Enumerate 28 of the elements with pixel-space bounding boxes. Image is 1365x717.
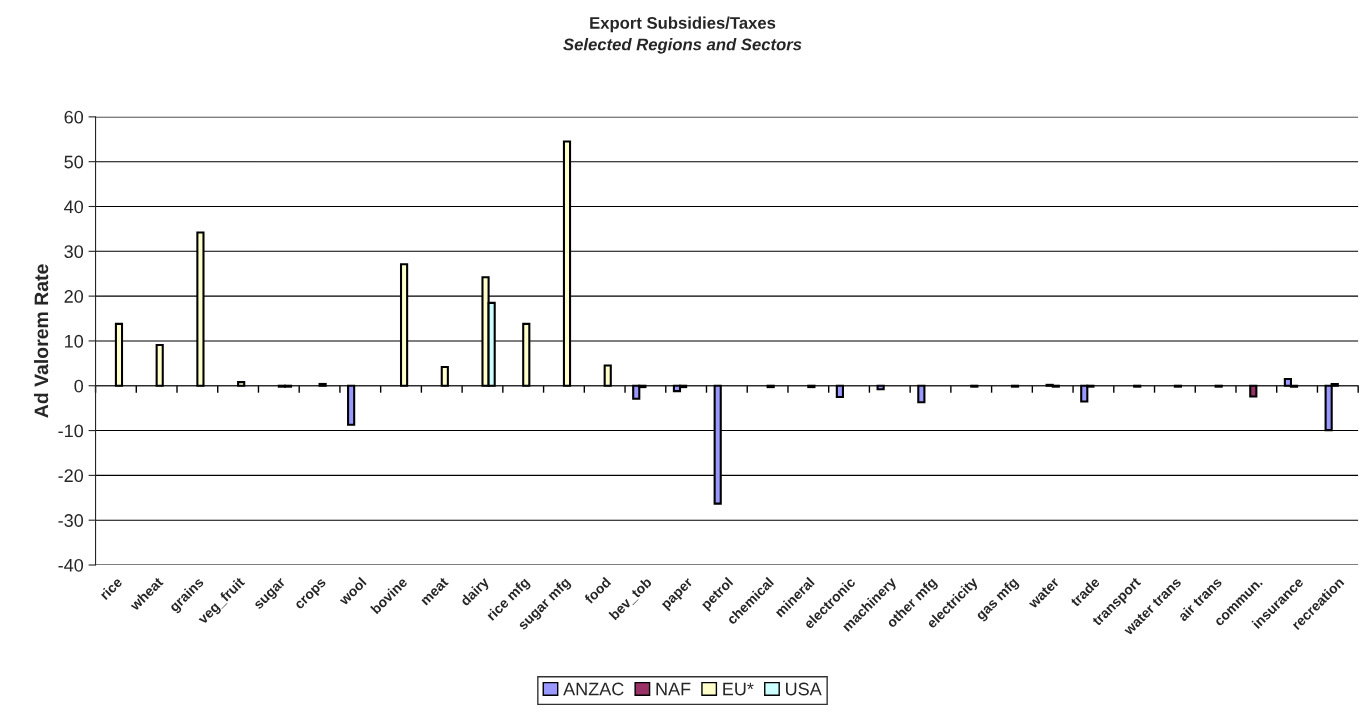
bar [1249,384,1258,398]
legend-label: EU* [723,682,754,696]
y-tick-label: 0 [74,379,84,393]
chart-subtitle: Selected Regions and Sectors [563,38,802,54]
y-tick-label: -10 [58,424,84,438]
y-tick-label: -20 [58,469,84,483]
bar [155,343,164,387]
bar [876,384,885,391]
y-axis-title: Ad Valorem Rate [33,264,49,418]
x-tick-label: rice [99,576,123,601]
bar [237,381,246,387]
y-tick-label: 10 [65,334,84,348]
y-tick-label: -40 [58,558,84,572]
legend-label: USA [786,682,822,696]
bar [347,384,356,426]
bar [440,365,449,387]
legend-label: ANZAC [563,682,624,696]
y-tick-label: 30 [64,245,84,259]
y-tick-label: -30 [58,514,84,527]
bar [917,384,926,404]
bar [835,384,844,398]
chart-title: Export Subsidies/Taxes [590,16,776,33]
bar [603,364,612,387]
y-tick-label: 60 [64,110,84,124]
y-tick-label: 50 [64,155,84,169]
y-tick-label: 20 [64,290,84,303]
y-tick-label: 40 [64,200,84,214]
legend-label: NAF [656,682,691,696]
